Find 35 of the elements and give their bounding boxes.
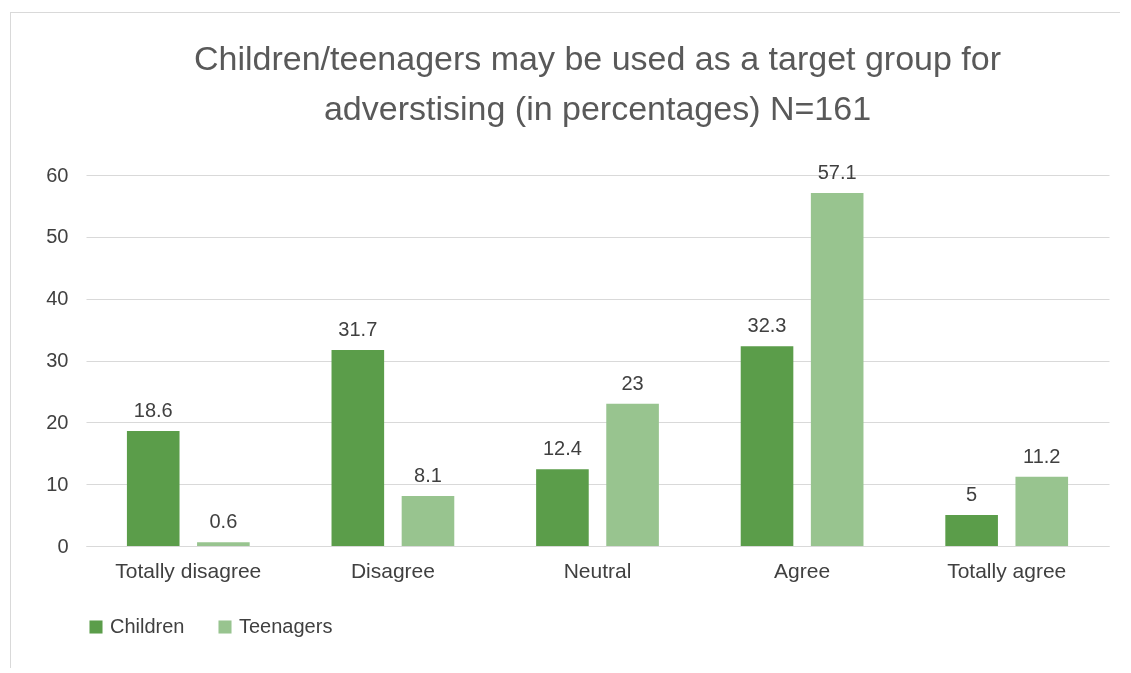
chart-title: Children/teenagers may be used as a target group for adverstising (in percentages) N=161 — [193, 38, 1002, 127]
data-label: 18.6 — [133, 398, 173, 421]
bar — [1015, 476, 1069, 546]
legend-label: Teenagers — [239, 615, 333, 637]
y-tick-label: 30 — [46, 349, 69, 371]
x-tick-label: Disagree — [350, 558, 435, 582]
data-label: 12.4 — [542, 437, 582, 460]
bar — [945, 515, 998, 546]
y-tick-label: 50 — [46, 225, 69, 248]
bar — [740, 346, 794, 546]
data-label: 5 — [966, 483, 978, 506]
y-tick-label: 60 — [46, 163, 69, 186]
data-label: 0.6 — [209, 510, 238, 533]
y-tick-label: 0 — [57, 534, 69, 557]
data-label: 31.7 — [338, 317, 378, 340]
x-tick-label: Totally agree — [947, 558, 1067, 582]
x-tick-label: Agree — [774, 558, 831, 582]
x-tick-label: Neutral — [563, 558, 632, 582]
data-label: 11.2 — [1023, 444, 1061, 467]
data-label: 23 — [621, 371, 644, 394]
x-tick-label: Totally disagree — [115, 558, 262, 582]
bar — [606, 403, 659, 546]
bar — [197, 542, 250, 546]
data-label: 32.3 — [747, 314, 787, 337]
data-label: 57.1 — [817, 160, 857, 183]
legend-label: Children — [110, 615, 185, 637]
bar — [401, 495, 455, 546]
y-tick-label: 10 — [46, 472, 69, 495]
bar — [126, 430, 180, 546]
y-tick-label: 40 — [46, 287, 69, 310]
bar — [331, 349, 385, 546]
bar — [810, 192, 864, 546]
bar — [536, 469, 589, 546]
y-tick-label: 20 — [46, 410, 69, 433]
data-label: 8.1 — [414, 463, 442, 486]
